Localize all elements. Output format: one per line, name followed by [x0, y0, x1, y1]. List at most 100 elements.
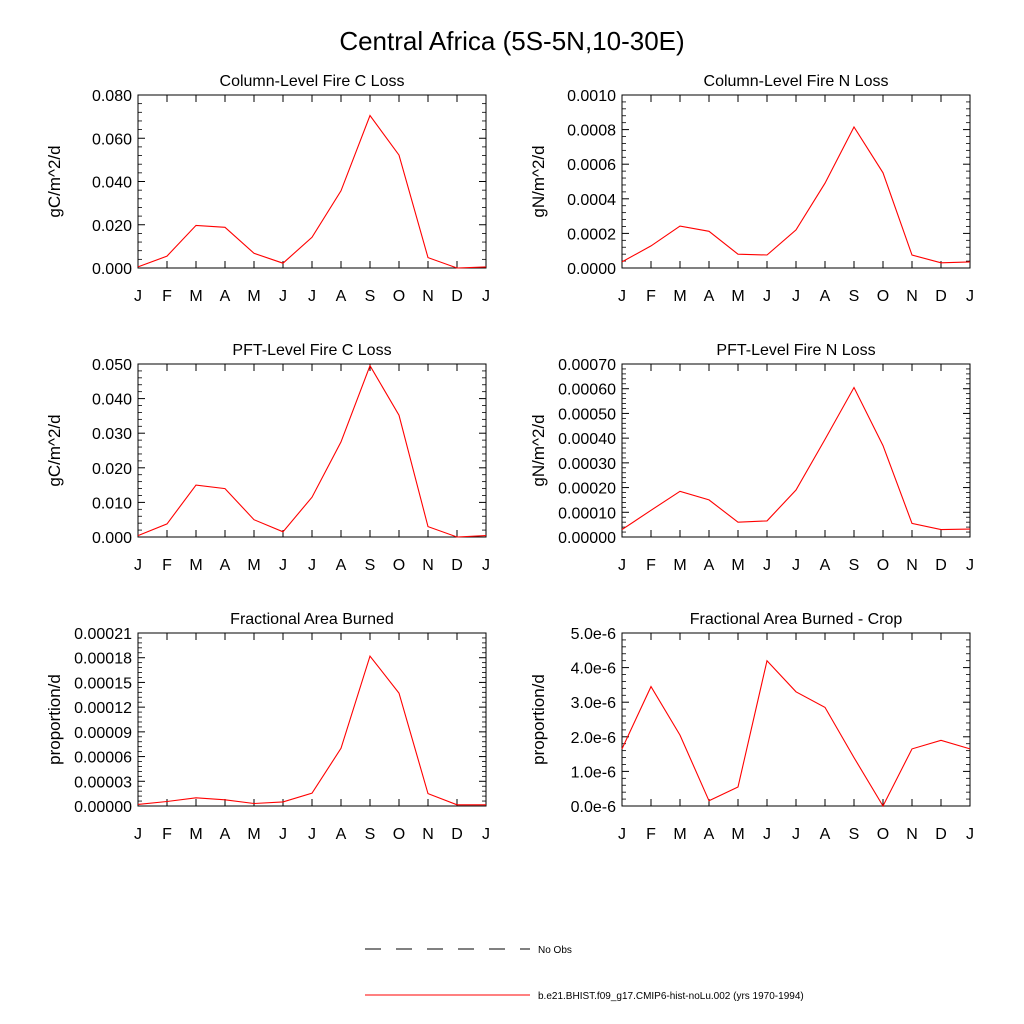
x-tick-label: M [673, 826, 686, 843]
x-tick-label: S [849, 826, 860, 843]
x-tick-label: O [877, 826, 889, 843]
x-tick-label: A [820, 557, 831, 574]
chart-title: PFT-Level Fire N Loss [716, 342, 875, 359]
x-tick-label: A [820, 826, 831, 843]
x-tick-label: D [935, 557, 947, 574]
series-line-1 [621, 125, 971, 264]
x-tick-label: D [451, 557, 463, 574]
y-tick-label: 0.00012 [74, 700, 132, 717]
x-tick-label: J [763, 826, 771, 843]
chart-panel-4: PFT-Level Fire N Loss 0.00000 0.00010 0.000… [529, 342, 974, 574]
y-tick-label: 0.00040 [558, 431, 616, 448]
x-tick-label: F [162, 557, 172, 574]
x-tick-label: N [906, 826, 918, 843]
series-line-1 [137, 364, 487, 538]
x-tick-label: A [704, 826, 715, 843]
panels: Column-Level Fire C Loss 0.000 0.020 0.040 0… [45, 73, 974, 843]
x-tick-label: D [451, 288, 463, 305]
y-tick-label: 0.020 [92, 218, 132, 235]
x-tick-label: J [308, 557, 316, 574]
y-tick-label: 2.0e-6 [571, 730, 616, 747]
y-tick-label: 0.00003 [74, 774, 132, 791]
x-tick-label: J [308, 288, 316, 305]
x-tick-label: F [162, 288, 172, 305]
x-tick-label: J [618, 288, 626, 305]
y-tick-label: 0.00020 [558, 481, 616, 498]
x-tick-label: J [279, 288, 287, 305]
series-line-1 [621, 386, 971, 531]
y-tick-label: 0.050 [92, 357, 132, 374]
y-tick-label: 0.010 [92, 495, 132, 512]
y-tick-label: 0.080 [92, 88, 132, 105]
x-tick-label: O [393, 826, 405, 843]
x-tick-label: A [704, 288, 715, 305]
x-tick-label: A [336, 557, 347, 574]
x-tick-label: N [906, 288, 918, 305]
plot-frame [137, 94, 487, 269]
y-axis-label: proportion/d [529, 674, 548, 765]
chart-title: PFT-Level Fire C Loss [232, 342, 391, 359]
y-tick-label: 0.0000 [567, 261, 616, 278]
y-axis-label: gN/m^2/d [529, 414, 548, 486]
x-tick-label: J [763, 288, 771, 305]
plot-frame [621, 94, 971, 269]
x-tick-label: J [279, 557, 287, 574]
y-tick-label: 0.040 [92, 392, 132, 409]
x-tick-label: A [336, 826, 347, 843]
x-tick-label: J [308, 826, 316, 843]
x-tick-label: A [220, 557, 231, 574]
y-tick-label: 4.0e-6 [571, 661, 616, 678]
x-tick-label: J [792, 826, 800, 843]
chart-panel-5: Fractional Area Burned 0.00000 0.00003 0.00… [45, 611, 490, 843]
x-tick-label: S [365, 288, 376, 305]
series-line-1 [137, 654, 486, 806]
x-tick-label: J [482, 557, 490, 574]
y-tick-label: 0.060 [92, 131, 132, 148]
y-tick-label: 0.000 [92, 530, 132, 547]
y-tick-label: 0.00009 [74, 725, 132, 742]
x-tick-label: O [877, 288, 889, 305]
y-tick-label: 0.000 [92, 261, 132, 278]
chart-title: Column-Level Fire C Loss [220, 73, 405, 90]
x-tick-label: O [393, 288, 405, 305]
x-tick-label: A [704, 557, 715, 574]
plot-frame [137, 363, 487, 538]
y-tick-label: 0.030 [92, 426, 132, 443]
x-tick-label: N [906, 557, 918, 574]
y-tick-label: 0.00015 [74, 675, 132, 692]
x-tick-label: M [731, 826, 744, 843]
x-tick-label: M [247, 288, 260, 305]
x-tick-label: A [220, 826, 231, 843]
x-tick-label: N [422, 557, 434, 574]
x-tick-label: M [247, 826, 260, 843]
chart-panel-2: Column-Level Fire N Loss 0.0000 0.0002 0.00… [529, 73, 974, 305]
chart-title: Column-Level Fire N Loss [704, 73, 889, 90]
figure-title: Central Africa (5S-5N,10-30E) [339, 26, 684, 56]
x-tick-label: S [849, 557, 860, 574]
plot-frame [621, 363, 971, 538]
x-tick-label: M [731, 288, 744, 305]
x-tick-label: F [646, 826, 656, 843]
x-tick-label: F [646, 288, 656, 305]
y-tick-label: 0.0006 [567, 157, 616, 174]
x-tick-label: J [618, 826, 626, 843]
x-tick-label: J [482, 288, 490, 305]
y-tick-label: 0.00010 [558, 505, 616, 522]
y-axis-label: gC/m^2/d [45, 145, 64, 217]
x-tick-label: M [247, 557, 260, 574]
y-tick-label: 0.020 [92, 461, 132, 478]
y-tick-label: 1.0e-6 [571, 764, 616, 781]
series-line-1 [137, 114, 487, 269]
x-tick-label: M [189, 826, 202, 843]
y-axis-label: gN/m^2/d [529, 145, 548, 217]
x-tick-label: A [220, 288, 231, 305]
y-tick-label: 0.00000 [74, 799, 132, 816]
x-tick-label: A [820, 288, 831, 305]
x-tick-label: J [134, 288, 142, 305]
y-tick-label: 0.00030 [558, 456, 616, 473]
series-line-1 [621, 659, 971, 808]
y-tick-label: 0.0e-6 [571, 799, 616, 816]
y-tick-label: 0.040 [92, 175, 132, 192]
y-axis-label: proportion/d [45, 674, 64, 765]
